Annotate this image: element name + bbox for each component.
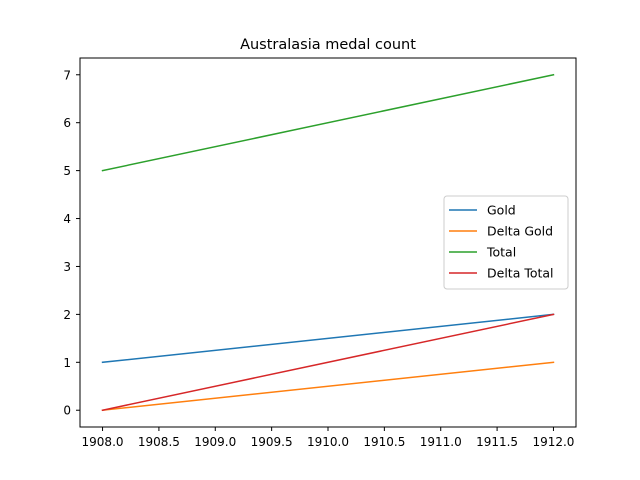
series-line-delta-total [101,313,555,412]
legend-label-gold: Gold [487,203,516,218]
x-tick-label: 1910.5 [363,435,405,449]
legend-label-delta-total: Delta Total [487,266,554,281]
chart-title: Australasia medal count [240,37,416,53]
legend-label-delta-gold: Delta Gold [487,224,553,239]
y-tick-label: 7 [63,68,71,82]
x-tick-label: 1908.0 [82,435,124,449]
series-line-gold [101,313,555,364]
x-tick-label: 1910.0 [307,435,349,449]
x-tick-label: 1912.0 [532,435,574,449]
x-axis: 1908.0 1908.5 1909.0 1909.5 1910.0 1910.5 1911… [82,427,574,449]
x-tick-label: 1909.0 [194,435,236,449]
x-tick-label: 1911.0 [420,435,462,449]
series-line-total [101,73,555,172]
x-tick-label: 1908.5 [138,435,180,449]
series-line-delta-gold [101,361,555,412]
y-tick-label: 2 [63,308,71,322]
y-tick-label: 4 [63,212,71,226]
y-tick-label: 3 [63,260,71,274]
legend-label-total: Total [486,245,516,260]
y-tick-label: 1 [63,356,71,370]
x-tick-label: 1911.5 [476,435,518,449]
y-tick-label: 0 [63,404,71,418]
y-tick-label: 5 [63,164,71,178]
y-axis: 0 1 2 3 4 5 6 7 [63,68,80,418]
x-tick-label: 1909.5 [251,435,293,449]
plot-lines [101,73,555,412]
legend-box [443,195,569,290]
legend: Gold Delta Gold Total Delta Total [443,195,569,290]
y-tick-label: 6 [63,116,71,130]
